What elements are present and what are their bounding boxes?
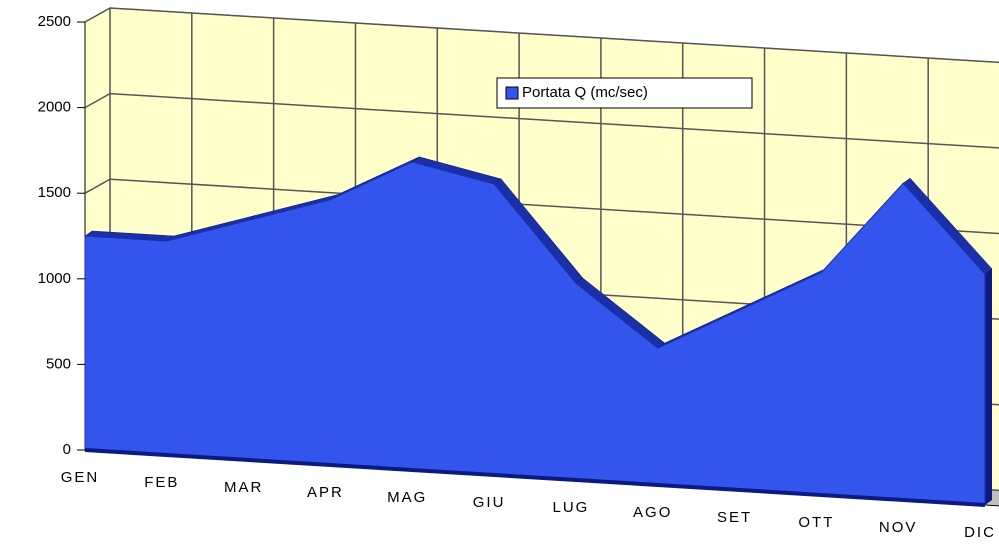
x-tick-label: MAR bbox=[224, 479, 263, 496]
area-base bbox=[84, 448, 986, 507]
x-tick-label: GEN bbox=[61, 469, 100, 486]
legend-label: Portata Q (mc/sec) bbox=[522, 84, 648, 101]
labels: 0 500 1000 1500 2000 2500 GEN FEB MAR APR MAG GIU LU… bbox=[38, 13, 996, 541]
x-tick-label: OTT bbox=[798, 514, 834, 531]
x-tick-label: GIU bbox=[473, 494, 506, 511]
area-group bbox=[84, 156, 993, 507]
legend-swatch bbox=[505, 86, 519, 100]
area-end bbox=[985, 268, 992, 505]
x-tick-label: LUG bbox=[552, 499, 589, 516]
y-tick-label: 2500 bbox=[38, 13, 71, 30]
y-tick-label: 2000 bbox=[38, 99, 71, 116]
x-tick-label: MAG bbox=[387, 489, 427, 506]
x-tick-label: NOV bbox=[879, 519, 918, 536]
legend: Portata Q (mc/sec) bbox=[496, 77, 753, 109]
legend-box bbox=[496, 77, 753, 109]
x-tick-label: DIC bbox=[964, 524, 996, 541]
x-tick-label: AGO bbox=[633, 504, 672, 521]
x-tick-label: FEB bbox=[144, 474, 179, 491]
area bbox=[84, 161, 986, 506]
x-tick-label: SET bbox=[717, 509, 752, 526]
y-tick-label: 0 bbox=[63, 441, 71, 458]
y-tick-label: 1000 bbox=[38, 270, 71, 287]
x-tick-label: APR bbox=[307, 484, 344, 501]
y-tick-label: 500 bbox=[46, 355, 71, 372]
y-tick-label: 1500 bbox=[38, 184, 71, 201]
